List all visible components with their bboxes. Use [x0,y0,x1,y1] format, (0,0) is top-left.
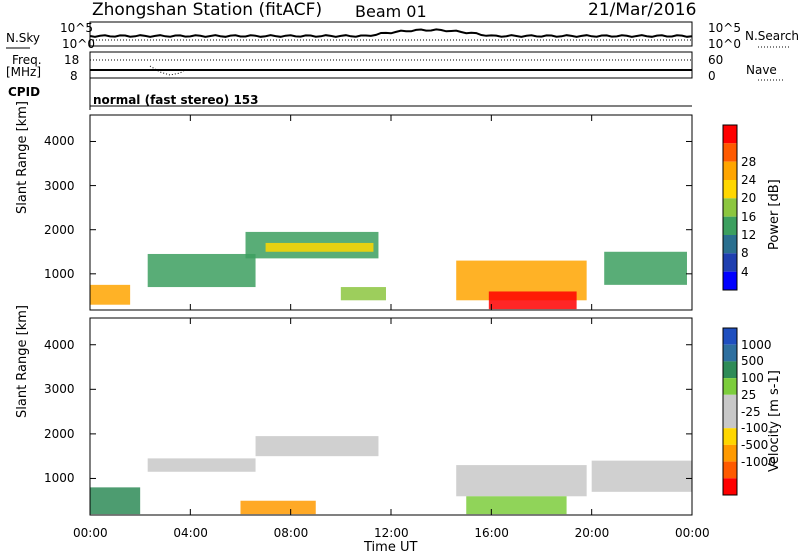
power-colorbar-tick-6: 28 [741,154,757,169]
velocity-colorbar-tick-1: 500 [741,354,764,369]
velocity-region-1 [147,458,256,472]
power-ytick-label-2: 3000 [44,178,75,193]
velocity-colorbar-tick-6: -500 [741,437,769,452]
velocity-colorbar-seg-7 [723,444,737,462]
nave-tick-low: 0 [708,69,716,83]
power-region-7 [604,251,687,285]
power-colorbar-tick-5: 24 [741,173,757,187]
velocity-colorbar-frame [722,327,738,496]
power-colorbar-seg-6 [723,235,737,254]
nsky-line [89,28,693,38]
velocity-colorbar-seg-0 [723,328,737,345]
cpid-text: normal (fast stereo) 153 [93,93,259,107]
velocity-ytick-label-0: 1000 [44,471,75,486]
velocity-colorbar-seg-5 [723,411,737,429]
power-region-0 [90,284,131,305]
nsearch-label: N.Search [745,29,800,43]
velocity-colorbar-tick-4: -25 [741,404,761,419]
nave-tick-high: 60 [708,53,724,67]
power-region-6 [488,291,577,310]
power-colorbar-tick-4: 20 [741,191,757,206]
power-colorbar-seg-5 [723,216,737,235]
nave-label: Nave [746,63,777,77]
power-colorbar-tick-3: 16 [741,209,757,224]
velocity-colorbar-seg-2 [723,361,737,379]
time-xtick-label-6: 00:00 [675,526,710,540]
time-xtick-label-5: 20:00 [574,526,610,540]
time-xtick-label-2: 08:00 [273,526,309,540]
velocity-colorbar-tick-7: -1000 [741,454,776,469]
power-ylabel: Slant Range [km] [15,101,30,214]
power-region-3 [265,242,374,252]
nsky-tick-high: 10^5 [60,21,93,35]
velocity-region-3 [240,500,316,515]
velocity-colorbar-seg-6 [723,428,737,445]
power-region-1 [147,253,256,288]
power-ytick-label-0: 1000 [44,266,75,281]
freq-label: Freq. [12,53,42,67]
power-colorbar-label: Power [dB] [767,179,782,250]
velocity-colorbar-tick-0: 1000 [741,337,772,352]
cpid-label: CPID [8,85,41,99]
velocity-colorbar-seg-1 [723,344,737,362]
power-colorbar-seg-8 [723,271,737,290]
freq-tick-high: 18 [64,53,80,67]
power-ytick-label-1: 2000 [44,222,75,237]
velocity-colorbar-seg-8 [723,461,737,479]
velocity-colorbar-tick-5: -100 [741,421,769,436]
velocity-ytick-label-3: 4000 [44,337,75,352]
nsky-label: N.Sky [6,31,41,45]
power-ytick-label-3: 4000 [44,134,75,149]
beam-label: Beam 01 [355,2,427,21]
power-colorbar-seg-4 [723,198,737,217]
velocity-ytick-label-2: 3000 [44,382,75,397]
velocity-region-0 [90,487,141,515]
nsearch-tick-high: 10^5 [708,21,741,35]
power-colorbar-tick-1: 8 [741,246,749,261]
power-colorbar-tick-2: 12 [741,228,757,242]
power-colorbar-seg-1 [723,143,737,162]
velocity-colorbar-tick-2: 100 [741,371,764,386]
power-colorbar-seg-0 [723,125,737,144]
time-xtick-label-1: 04:00 [173,526,208,540]
nsky-panel-frame [89,21,693,47]
power-colorbar-frame [722,124,738,291]
freq-unit-label: [MHz] [6,65,42,79]
power-colorbar-seg-3 [723,180,737,199]
power-colorbar-tick-0: 4 [741,264,749,279]
power-colorbar-seg-7 [723,253,737,272]
nsky-tick-low: 10^0 [62,37,95,51]
velocity-colorbar-seg-3 [723,378,737,395]
power-colorbar-seg-2 [723,161,737,180]
velocity-ylabel: Slant Range [km] [15,305,30,418]
time-xtick-label-4: 16:00 [474,526,509,540]
freq-tick-low: 8 [70,69,78,83]
velocity-region-6 [591,460,692,492]
velocity-colorbar-seg-4 [723,394,737,412]
date-label: 21/Mar/2016 [588,0,697,20]
station-title: Zhongshan Station (fitACF) [92,0,323,20]
velocity-colorbar-seg-9 [723,478,737,495]
velocity-region-5 [466,496,567,515]
velocity-ytick-label-1: 2000 [44,426,75,441]
time-xlabel: Time UT [364,540,418,555]
time-xtick-label-3: 12:00 [374,526,409,540]
velocity-region-2 [255,436,379,457]
time-xtick-label-0: 00:00 [73,526,108,540]
velocity-colorbar-tick-3: 25 [741,387,757,402]
freq-panel-frame [89,51,693,79]
nsearch-tick-low: 10^0 [708,37,741,51]
power-region-4 [340,287,386,301]
velocity-region-4 [456,465,587,497]
